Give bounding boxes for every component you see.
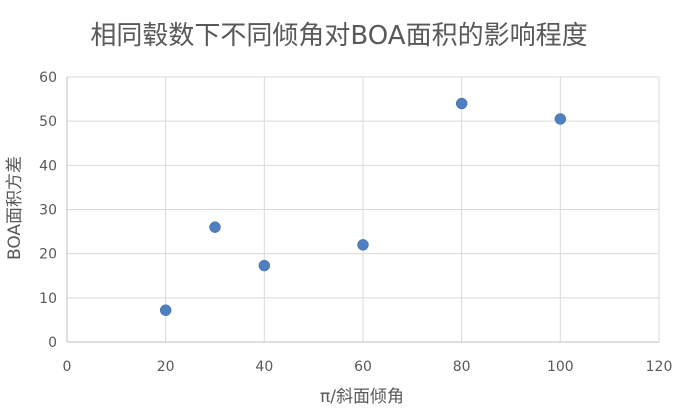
x-tick-label: 20 [157,359,175,375]
scatter-point [555,113,566,124]
scatter-point [456,98,467,109]
y-axis-label: BOA面积方差 [5,156,25,260]
y-tick-label: 50 [39,114,57,130]
x-tick-label: 80 [453,359,471,375]
y-tick-label: 10 [39,291,57,307]
y-tick-labels: 0 10 20 30 40 50 60 [39,70,57,351]
scatter-point [210,222,221,233]
x-tick-labels: 0 20 40 60 80 100 120 [63,359,673,375]
x-tick-label: 60 [354,359,372,375]
x-tick-label: 100 [547,359,574,375]
y-tick-label: 60 [39,70,57,86]
x-tick-label: 0 [63,359,72,375]
gridlines [67,77,659,342]
x-tick-label: 40 [255,359,273,375]
y-tick-label: 30 [39,203,57,219]
y-tick-label: 0 [48,335,57,351]
y-tick-label: 40 [39,158,57,174]
x-tick-label: 120 [646,359,673,375]
y-tick-label: 20 [39,247,57,263]
chart-title: 相同毂数下不同倾角对BOA面积的影响程度 [90,21,587,51]
scatter-point [160,305,171,316]
scatter-point [358,239,369,250]
scatter-point [259,260,270,271]
x-axis-label: π/斜面倾角 [320,387,404,407]
